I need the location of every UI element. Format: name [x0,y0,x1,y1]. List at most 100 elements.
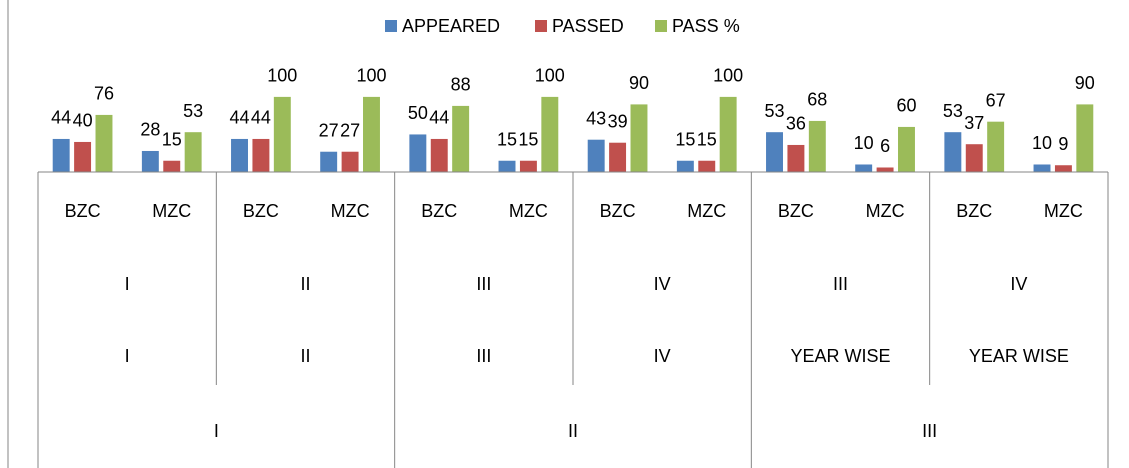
bar [231,138,248,172]
bar [409,134,427,172]
group-label: IV [654,346,671,366]
bar [808,120,826,172]
legend-label: PASS % [672,16,740,36]
data-label: 10 [854,133,874,153]
bar [141,150,159,172]
bar [519,160,537,172]
data-label: 67 [986,90,1006,110]
data-label: 15 [518,129,538,149]
bar [341,151,359,172]
bar [676,160,694,172]
bar [74,141,92,172]
data-label: 44 [230,108,250,128]
bar [252,138,270,172]
bar [163,160,181,172]
x-tick-label: BZC [600,201,636,221]
data-label: 39 [608,111,628,131]
x-tick-label: MZC [687,201,726,221]
legend-label: PASSED [552,16,624,36]
legend-swatch [535,20,547,32]
bar [855,164,873,172]
bar [944,132,962,172]
data-label: 27 [340,120,360,140]
bar [987,121,1005,172]
data-label: 88 [451,75,471,95]
group-label: III [922,421,937,441]
data-label: 44 [429,108,449,128]
legend-swatch [655,20,667,32]
bar [363,96,380,172]
data-label: 36 [786,114,806,134]
bar [787,144,805,172]
data-label: 28 [140,120,160,140]
bar [1054,165,1072,172]
data-label: 100 [535,66,565,86]
x-tick-label: MZC [509,201,548,221]
group-label: I [125,274,130,294]
bar [766,132,783,172]
legend-swatch [385,20,397,32]
group-label: IV [1010,274,1027,294]
bar [630,104,648,172]
bar [452,105,470,172]
group-label: II [300,274,310,294]
data-label: 15 [675,129,695,149]
legend-label: APPEARED [402,16,500,36]
data-label: 60 [896,96,916,116]
bar [719,96,737,172]
bar [52,138,70,172]
bar [876,167,894,172]
bar [1076,104,1094,172]
group-label: YEAR WISE [790,346,890,366]
x-tick-label: MZC [1044,201,1083,221]
data-label: 53 [943,101,963,121]
data-label: 100 [267,66,297,86]
group-label: I [125,346,130,366]
x-tick-label: BZC [778,201,814,221]
data-label: 27 [319,120,339,140]
group-label: II [568,421,578,441]
data-label: 100 [713,66,743,86]
group-label: III [476,346,491,366]
data-label: 43 [586,108,606,128]
data-label: 50 [408,103,428,123]
bar [273,96,291,172]
data-label: 44 [51,108,71,128]
x-tick-label: MZC [331,201,370,221]
x-tick-label: BZC [243,201,279,221]
data-label: 68 [807,90,827,110]
x-tick-label: MZC [152,201,191,221]
bar [698,160,716,172]
data-label: 53 [183,101,203,121]
bar [1033,164,1051,172]
bar [965,144,983,172]
data-label: 100 [356,66,386,86]
x-tick-label: BZC [421,201,457,221]
data-label: 15 [697,129,717,149]
bar [587,139,605,172]
data-label: 90 [1075,73,1095,93]
data-label: 9 [1058,134,1068,154]
bar [95,114,113,172]
group-label: I [214,421,219,441]
data-label: 15 [162,129,182,149]
group-label: YEAR WISE [969,346,1069,366]
data-label: 76 [94,84,114,104]
x-tick-label: MZC [866,201,905,221]
data-label: 15 [497,129,517,149]
data-label: 40 [73,111,93,131]
data-label: 90 [629,73,649,93]
group-label: III [833,274,848,294]
data-label: 10 [1032,133,1052,153]
bar [609,142,627,172]
bar [541,96,559,172]
data-label: 53 [765,101,785,121]
bar [498,160,516,172]
x-tick-label: BZC [956,201,992,221]
group-label: II [300,346,310,366]
group-label: IV [654,274,671,294]
group-label: III [476,274,491,294]
bar [430,138,448,172]
data-label: 44 [251,108,271,128]
